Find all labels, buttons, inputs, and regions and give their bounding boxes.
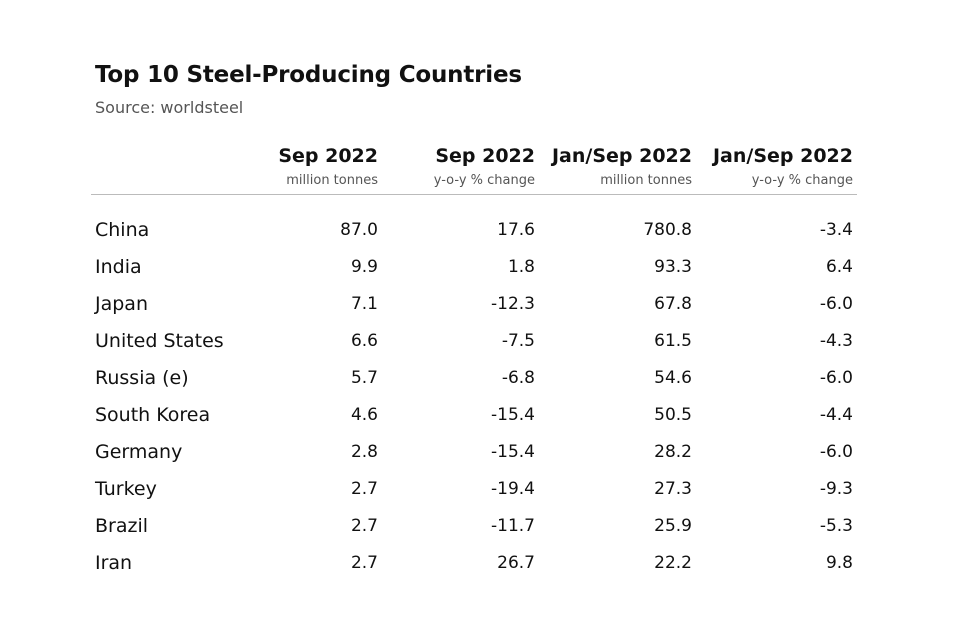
sep-change-cell: 26.7 [497, 552, 535, 573]
sep-production-cell: 9.9 [350, 256, 378, 277]
sep-production-cell: 2.8 [350, 441, 378, 462]
table-row: Russia (e) 5.7 -6.8 54.6 -6.0 [91, 359, 857, 396]
ytd-production-cell: 27.3 [654, 478, 692, 499]
country-cell: China [95, 218, 150, 241]
country-cell: Japan [95, 292, 148, 315]
ytd-production-cell: 61.5 [654, 330, 692, 351]
country-cell: India [95, 255, 142, 278]
header-sep-production: Sep 2022 million tonnes [251, 143, 382, 195]
sep-production-cell: 2.7 [350, 515, 378, 536]
header-ytd-production: Jan/Sep 2022 million tonnes [539, 143, 696, 195]
header-label: Jan/Sep 2022 [551, 145, 692, 167]
table-row: Iran 2.7 26.7 22.2 9.8 [91, 544, 857, 581]
header-ytd-change: Jan/Sep 2022 y-o-y % change [696, 143, 857, 195]
sep-change-cell: -11.7 [491, 515, 535, 536]
table-header-row: Sep 2022 million tonnes Sep 2022 y-o-y %… [91, 143, 857, 195]
sep-change-cell: -15.4 [491, 441, 535, 462]
ytd-production-cell: 25.9 [654, 515, 692, 536]
sep-production-cell: 87.0 [340, 219, 378, 240]
table-row: Japan 7.1 -12.3 67.8 -6.0 [91, 285, 857, 322]
sep-production-cell: 2.7 [350, 478, 378, 499]
ytd-change-cell: -6.0 [819, 441, 853, 462]
header-sublabel: million tonnes [286, 173, 378, 188]
header-sublabel: million tonnes [600, 173, 692, 188]
header-label: Sep 2022 [435, 145, 535, 167]
ytd-production-cell: 50.5 [654, 404, 692, 425]
header-sublabel: y-o-y % change [751, 173, 853, 188]
ytd-change-cell: -5.3 [819, 515, 853, 536]
chart-subtitle: Source: worldsteel [95, 98, 244, 117]
sep-change-cell: -15.4 [491, 404, 535, 425]
ytd-change-cell: -6.0 [819, 293, 853, 314]
sep-production-cell: 5.7 [350, 367, 378, 388]
sep-production-cell: 2.7 [350, 552, 378, 573]
steel-table: Sep 2022 million tonnes Sep 2022 y-o-y %… [91, 143, 857, 581]
ytd-production-cell: 22.2 [654, 552, 692, 573]
ytd-production-cell: 67.8 [654, 293, 692, 314]
ytd-production-cell: 54.6 [654, 367, 692, 388]
ytd-production-cell: 93.3 [654, 256, 692, 277]
sep-change-cell: 1.8 [507, 256, 535, 277]
header-label: Sep 2022 [278, 145, 378, 167]
header-label: Jan/Sep 2022 [712, 145, 853, 167]
sep-change-cell: 17.6 [497, 219, 535, 240]
ytd-change-cell: 6.4 [825, 256, 853, 277]
ytd-change-cell: -4.4 [819, 404, 853, 425]
sep-change-cell: -19.4 [491, 478, 535, 499]
header-sep-change: Sep 2022 y-o-y % change [382, 143, 539, 195]
table-body: China 87.0 17.6 780.8 -3.4 India 9.9 1.8 93.3 6.4… [91, 195, 857, 582]
country-cell: Iran [95, 551, 133, 574]
ytd-change-cell: -9.3 [819, 478, 853, 499]
header-sublabel: y-o-y % change [433, 173, 535, 188]
ytd-production-cell: 780.8 [643, 219, 692, 240]
sep-production-cell: 4.6 [350, 404, 378, 425]
table-row: South Korea 4.6 -15.4 50.5 -4.4 [91, 396, 857, 433]
table-row: Brazil 2.7 -11.7 25.9 -5.3 [91, 507, 857, 544]
table-row: United States 6.6 -7.5 61.5 -4.3 [91, 322, 857, 359]
chart-title: Top 10 Steel-Producing Countries [95, 62, 522, 88]
ytd-change-cell: -6.0 [819, 367, 853, 388]
header-country [91, 143, 251, 195]
country-cell: United States [95, 329, 224, 352]
country-cell: Russia (e) [95, 366, 189, 389]
table-row: Turkey 2.7 -19.4 27.3 -9.3 [91, 470, 857, 507]
table-row: India 9.9 1.8 93.3 6.4 [91, 248, 857, 285]
sep-change-cell: -12.3 [491, 293, 535, 314]
country-cell: Germany [95, 440, 183, 463]
sep-production-cell: 7.1 [350, 293, 378, 314]
ytd-change-cell: -3.4 [819, 219, 853, 240]
table-row: China 87.0 17.6 780.8 -3.4 [91, 195, 857, 249]
ytd-production-cell: 28.2 [654, 441, 692, 462]
sep-change-cell: -7.5 [501, 330, 535, 351]
country-cell: Brazil [95, 514, 149, 537]
sep-production-cell: 6.6 [350, 330, 378, 351]
country-cell: Turkey [95, 477, 157, 500]
table-row: Germany 2.8 -15.4 28.2 -6.0 [91, 433, 857, 470]
ytd-change-cell: 9.8 [825, 552, 853, 573]
ytd-change-cell: -4.3 [819, 330, 853, 351]
country-cell: South Korea [95, 403, 211, 426]
chart-header: Top 10 Steel-Producing Countries Source:… [95, 60, 857, 118]
sep-change-cell: -6.8 [501, 367, 535, 388]
